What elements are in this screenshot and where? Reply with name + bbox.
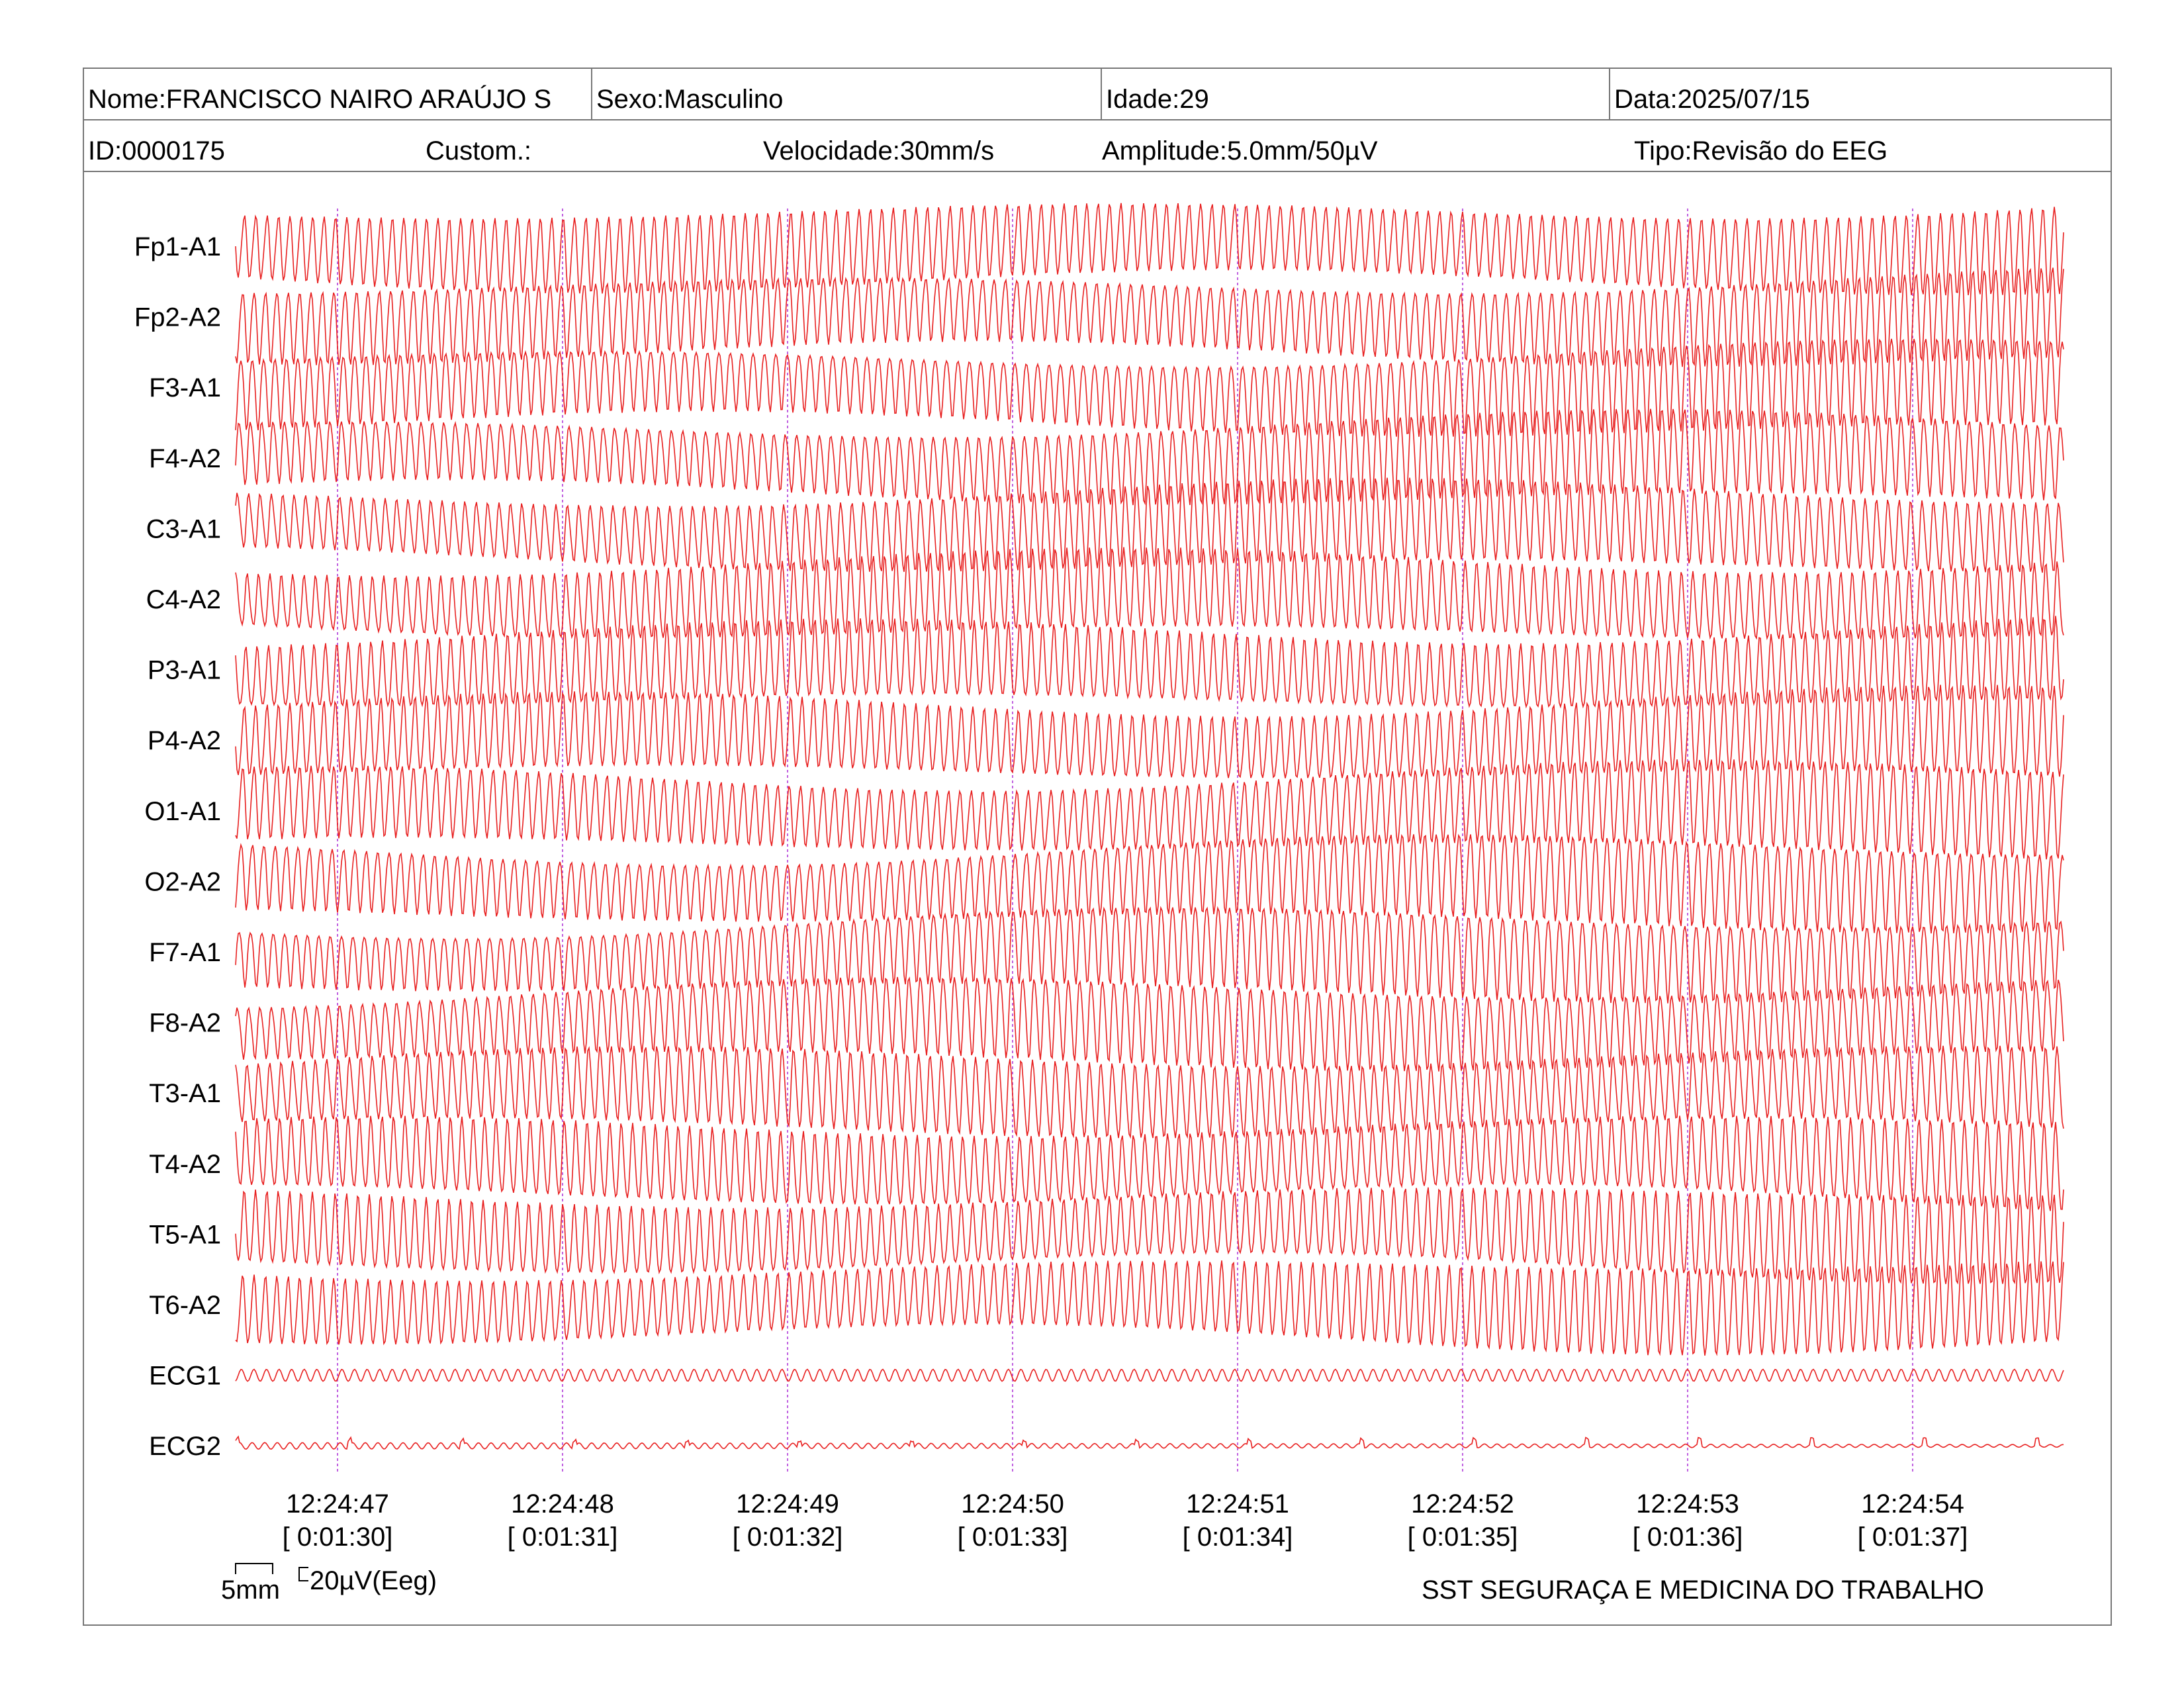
amplitude-setting: Amplitude:5.0mm/50µV [1102, 136, 1378, 165]
time-tick-clock: 12:24:53 [1636, 1489, 1739, 1519]
channel-trace [235, 1115, 2064, 1211]
time-tick-clock: 12:24:54 [1861, 1489, 1964, 1519]
time-tick-clock: 12:24:51 [1186, 1489, 1289, 1519]
report-frame: Nome:FRANCISCO NAIRO ARAÚJO S Sexo:Mascu… [83, 68, 2112, 1626]
channel-label: T3-A1 [149, 1079, 221, 1108]
channel-label: O2-A2 [144, 867, 221, 896]
time-tick-clock: 12:24:49 [736, 1489, 839, 1519]
channel-trace [235, 833, 2064, 934]
header-row-patient: Nome:FRANCISCO NAIRO ARAÚJO S Sexo:Mascu… [84, 69, 2111, 120]
time-tick-clock: 12:24:47 [286, 1489, 389, 1519]
channel-trace [235, 976, 2064, 1072]
channel-trace [235, 616, 2064, 709]
time-tick-elapsed: [ 0:01:36] [1633, 1523, 1743, 1552]
channel-trace [235, 1045, 2064, 1139]
channel-label: ECG2 [149, 1432, 221, 1461]
channel-trace [235, 203, 2064, 296]
channel-label: T5-A1 [149, 1220, 221, 1249]
custom-field: Custom.: [426, 136, 532, 165]
exam-type: Tipo:Revisão do EEG [1634, 136, 1888, 165]
time-tick-elapsed: [ 0:01:33] [958, 1523, 1068, 1552]
time-tick-elapsed: [ 0:01:30] [283, 1523, 393, 1552]
time-tick-clock: 12:24:52 [1411, 1489, 1514, 1519]
amplitude-scale-bar [298, 1567, 308, 1581]
channel-label: T6-A2 [149, 1291, 221, 1320]
speed-setting: Velocidade:30mm/s [763, 136, 995, 165]
time-tick-elapsed: [ 0:01:35] [1408, 1523, 1518, 1552]
channel-label: C4-A2 [146, 585, 221, 614]
channel-trace [235, 547, 2064, 641]
channel-trace [235, 267, 2064, 367]
channel-trace [235, 684, 2064, 778]
channel-trace [235, 1435, 2064, 1450]
time-tick-clock: 12:24:50 [961, 1489, 1064, 1519]
organization-name: SST SEGURAÇA E MEDICINA DO TRABALHO [1422, 1575, 1984, 1605]
channel-trace [235, 1187, 2064, 1285]
channel-label: P3-A1 [148, 656, 221, 685]
channel-label: F8-A2 [149, 1009, 221, 1038]
channel-label: T4-A2 [149, 1150, 221, 1179]
channel-label: ECG1 [149, 1362, 221, 1391]
channel-trace [235, 338, 2064, 437]
channel-label: Fp1-A1 [134, 232, 221, 261]
amplitude-scale-label: 20µV(Eeg) [310, 1566, 437, 1595]
channel-label: F7-A1 [149, 938, 221, 967]
time-tick-clock: 12:24:48 [511, 1489, 614, 1519]
channel-trace [235, 408, 2064, 506]
exam-date: Data:2025/07/15 [1609, 69, 2112, 119]
time-tick-elapsed: [ 0:01:31] [508, 1523, 618, 1552]
time-scale-label: 5mm [221, 1575, 280, 1605]
time-tick-elapsed: [ 0:01:34] [1183, 1523, 1293, 1552]
patient-sex: Sexo:Masculino [591, 69, 1101, 119]
time-tick-elapsed: [ 0:01:32] [733, 1523, 843, 1552]
patient-id: ID:0000175 [88, 136, 225, 165]
channel-label: F4-A2 [149, 444, 221, 473]
channel-trace [235, 1260, 2064, 1356]
channel-trace [235, 477, 2064, 573]
channel-label: O1-A1 [144, 797, 221, 826]
channel-trace [235, 759, 2064, 860]
channel-label: P4-A2 [148, 726, 221, 755]
time-tick-elapsed: [ 0:01:37] [1858, 1523, 1968, 1552]
channel-label: C3-A1 [146, 514, 221, 543]
time-scale-bar [235, 1563, 273, 1574]
channel-trace [235, 906, 2064, 1004]
channel-label: Fp2-A2 [134, 303, 221, 332]
patient-age: Idade:29 [1101, 69, 1609, 119]
patient-name: Nome:FRANCISCO NAIRO ARAÚJO S [88, 85, 552, 114]
header-row-exam: ID:0000175 Custom.: Velocidade:30mm/s Am… [84, 120, 2111, 172]
channel-label: F3-A1 [149, 373, 221, 402]
channel-trace [235, 1368, 2064, 1382]
